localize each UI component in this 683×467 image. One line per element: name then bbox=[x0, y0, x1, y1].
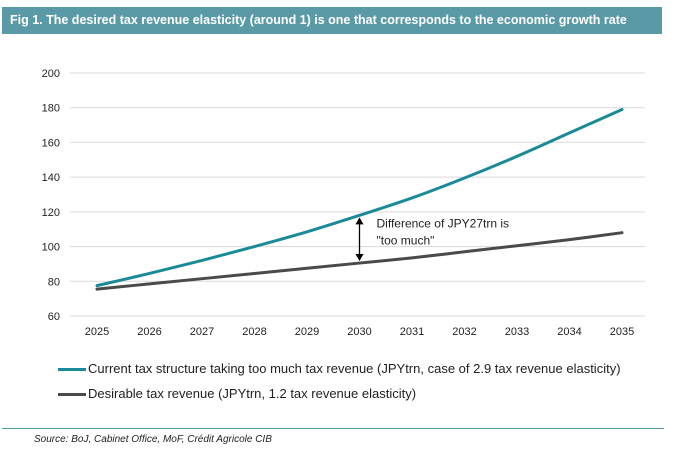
y-tick-label: 140 bbox=[42, 172, 60, 184]
figure-title: Fig 1. The desired tax revenue elasticit… bbox=[2, 7, 662, 34]
annotation-text-line1: Difference of JPY27trn is bbox=[377, 216, 510, 230]
source-note: Source: BoJ, Cabinet Office, MoF, Crédit… bbox=[34, 434, 272, 445]
x-tick-label: 2029 bbox=[295, 326, 319, 338]
x-tick-label: 2034 bbox=[557, 326, 581, 338]
series-line-desirable bbox=[95, 231, 624, 291]
y-tick-label: 80 bbox=[48, 276, 60, 288]
x-tick-label: 2026 bbox=[137, 326, 161, 338]
annotation-arrowhead-up bbox=[355, 217, 364, 225]
legend-label-current: Current tax structure taking too much ta… bbox=[88, 361, 621, 376]
x-tick-label: 2027 bbox=[190, 326, 214, 338]
series-line-current bbox=[95, 107, 624, 288]
y-tick-label: 120 bbox=[42, 207, 60, 219]
legend-swatch-desirable bbox=[58, 393, 86, 397]
x-tick-label: 2035 bbox=[610, 326, 634, 338]
footer-divider bbox=[2, 428, 664, 429]
legend-item-desirable: Desirable tax revenue (JPYtrn, 1.2 tax r… bbox=[58, 386, 416, 401]
y-tick-label: 200 bbox=[42, 68, 60, 80]
x-tick-label: 2033 bbox=[505, 326, 529, 338]
y-tick-label: 180 bbox=[42, 103, 60, 115]
x-tick-label: 2028 bbox=[242, 326, 266, 338]
y-tick-label: 100 bbox=[42, 242, 60, 254]
x-tick-label: 2032 bbox=[452, 326, 476, 338]
x-tick-label: 2031 bbox=[400, 326, 424, 338]
line-chart: 60 80 100 120 140 160 180 200 2025 2026 2027 2028 20… bbox=[42, 68, 645, 338]
annotation-arrowhead-down bbox=[355, 254, 364, 262]
legend-swatch-current bbox=[58, 368, 86, 372]
legend-label-desirable: Desirable tax revenue (JPYtrn, 1.2 tax r… bbox=[88, 386, 417, 401]
x-tick-label: 2030 bbox=[347, 326, 371, 338]
y-tick-label: 160 bbox=[42, 137, 60, 149]
annotation-text-line2: "too much" bbox=[377, 233, 435, 247]
legend-item-current: Current tax structure taking too much ta… bbox=[58, 361, 621, 376]
x-tick-label: 2025 bbox=[85, 326, 109, 338]
y-tick-label: 60 bbox=[48, 311, 60, 323]
